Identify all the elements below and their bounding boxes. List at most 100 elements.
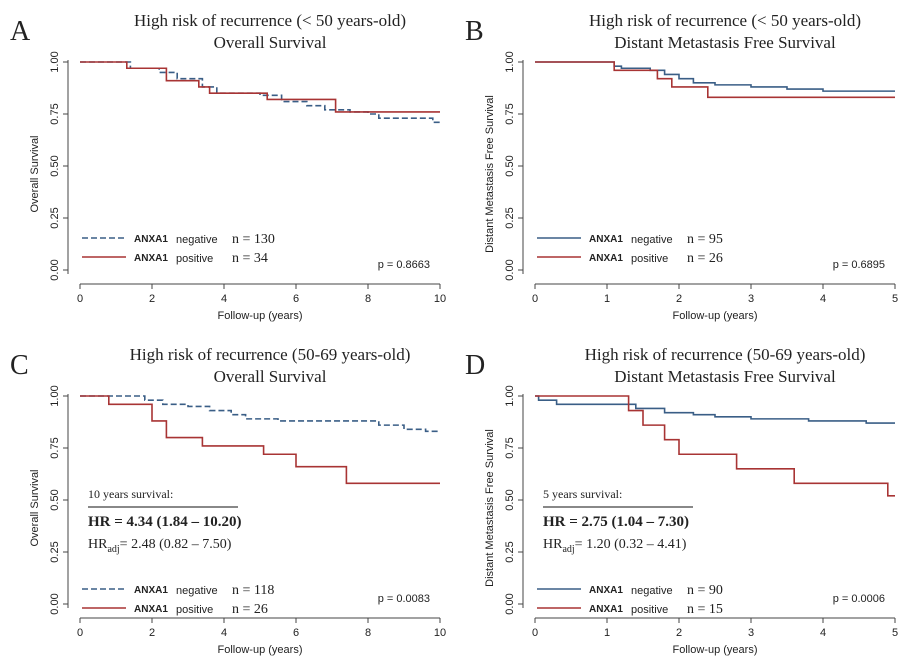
panel-d: D High risk of recurrence (50-69 years-ol… <box>455 334 910 667</box>
km-plot-a: A High risk of recurrence (< 50 years-old… <box>10 11 446 322</box>
x-tick-label: 0 <box>77 627 83 639</box>
y-tick-label: 0.75 <box>504 437 516 458</box>
hr-adj-prefix: HR <box>88 537 108 552</box>
chart-subtitle: Distant Metastasis Free Survival <box>614 33 836 52</box>
y-tick-label: 0.25 <box>49 207 61 228</box>
legend-n: n = 118 <box>232 583 274 598</box>
km-curve-negative <box>535 395 895 424</box>
legend-n: n = 26 <box>232 602 268 617</box>
y-axis-label: Distant Metastasis Free Survival <box>484 95 496 253</box>
y-tick-label: 1.00 <box>504 385 516 406</box>
x-tick-label: 1 <box>604 627 610 639</box>
x-tick-label: 0 <box>532 627 538 639</box>
x-tick-label: 3 <box>748 293 754 305</box>
legend-n: n = 26 <box>687 251 723 266</box>
legend-name: ANXA1 <box>134 585 168 596</box>
x-tick-label: 8 <box>365 293 371 305</box>
legend-name: ANXA1 <box>589 585 623 596</box>
legend-name: ANXA1 <box>589 604 623 615</box>
legend-group: positive <box>176 253 213 265</box>
x-tick-label: 8 <box>365 627 371 639</box>
hr-adj-sub: adj <box>562 544 574 555</box>
panel-letter: B <box>465 16 484 47</box>
y-tick-label: 1.00 <box>49 51 61 72</box>
chart-subtitle: Overall Survival <box>214 33 327 52</box>
legend-group: negative <box>631 585 673 597</box>
x-tick-label: 2 <box>149 293 155 305</box>
panel-a: A High risk of recurrence (< 50 years-old… <box>0 0 455 333</box>
y-tick-label: 0.50 <box>504 155 516 176</box>
chart-title: High risk of recurrence (< 50 years-old) <box>134 11 406 30</box>
x-axis-label: Follow-up (years) <box>673 310 758 322</box>
hr-adj-sub: adj <box>107 544 119 555</box>
legend-n: n = 95 <box>687 232 723 247</box>
y-tick-label: 0.50 <box>49 489 61 510</box>
panel-b: B High risk of recurrence (< 50 years-old… <box>455 0 910 333</box>
y-tick-label: 0.50 <box>504 489 516 510</box>
x-tick-label: 5 <box>892 293 898 305</box>
y-axis-label: Distant Metastasis Free Survival <box>484 429 496 587</box>
x-tick-label: 2 <box>676 293 682 305</box>
x-tick-label: 4 <box>820 293 826 305</box>
y-tick-label: 1.00 <box>49 385 61 406</box>
x-tick-label: 5 <box>892 627 898 639</box>
p-value: p = 0.0006 <box>833 593 885 605</box>
x-tick-label: 4 <box>820 627 826 639</box>
x-tick-label: 0 <box>77 293 83 305</box>
legend-group: positive <box>176 604 213 616</box>
x-axis-label: Follow-up (years) <box>218 310 303 322</box>
legend-group: positive <box>631 253 668 265</box>
hazard-ratio-adjusted: HRadj= 1.20 (0.32 – 4.41) <box>543 537 687 555</box>
legend-n: n = 15 <box>687 602 723 617</box>
chart-title: High risk of recurrence (50-69 years-old… <box>585 345 866 364</box>
km-plot-d: D High risk of recurrence (50-69 years-ol… <box>465 345 898 656</box>
y-tick-label: 0.00 <box>504 593 516 614</box>
panel-c: C High risk of recurrence (50-69 years-ol… <box>0 334 455 667</box>
legend-n: n = 34 <box>232 251 268 266</box>
y-axis-label: Overall Survival <box>29 135 41 212</box>
legend-n: n = 130 <box>232 232 275 247</box>
chart-subtitle: Overall Survival <box>214 367 327 386</box>
legend-name: ANXA1 <box>134 253 168 264</box>
y-tick-label: 0.00 <box>504 259 516 280</box>
legend-group: negative <box>176 585 218 597</box>
hazard-ratio: HR = 2.75 (1.04 – 7.30) <box>543 514 689 530</box>
km-curve-negative <box>80 395 440 433</box>
chart-subtitle: Distant Metastasis Free Survival <box>614 367 836 386</box>
x-tick-label: 4 <box>221 293 227 305</box>
y-tick-label: 0.00 <box>49 259 61 280</box>
summary-heading: 10 years survival: <box>88 487 173 501</box>
chart-title: High risk of recurrence (< 50 years-old) <box>589 11 861 30</box>
hr-adj-prefix: HR <box>543 537 563 552</box>
y-tick-label: 0.50 <box>49 155 61 176</box>
panel-letter: D <box>465 350 485 381</box>
km-curve-positive <box>80 395 440 485</box>
x-tick-label: 6 <box>293 627 299 639</box>
km-curve-negative <box>80 61 440 124</box>
legend-name: ANXA1 <box>589 234 623 245</box>
x-tick-label: 0 <box>532 293 538 305</box>
y-tick-label: 0.25 <box>49 541 61 562</box>
legend-group: positive <box>631 604 668 616</box>
y-axis-label: Overall Survival <box>29 469 41 546</box>
legend-name: ANXA1 <box>134 234 168 245</box>
hazard-ratio: HR = 4.34 (1.84 – 10.20) <box>88 514 242 530</box>
legend-n: n = 90 <box>687 583 723 598</box>
km-curve-negative <box>535 61 895 92</box>
hazard-ratio-adjusted: HRadj= 2.48 (0.82 – 7.50) <box>88 537 232 555</box>
chart-title: High risk of recurrence (50-69 years-old… <box>130 345 411 364</box>
x-tick-label: 10 <box>434 627 446 639</box>
p-value: p = 0.6895 <box>833 259 885 271</box>
hr-adj-value: = 2.48 (0.82 – 7.50) <box>120 537 232 552</box>
x-tick-label: 3 <box>748 627 754 639</box>
x-tick-label: 10 <box>434 293 446 305</box>
p-value: p = 0.0083 <box>378 593 430 605</box>
y-tick-label: 0.75 <box>49 437 61 458</box>
x-tick-label: 6 <box>293 293 299 305</box>
legend-name: ANXA1 <box>134 604 168 615</box>
km-plot-c: C High risk of recurrence (50-69 years-ol… <box>10 345 446 656</box>
p-value: p = 0.8663 <box>378 259 430 271</box>
hr-adj-value: = 1.20 (0.32 – 4.41) <box>575 537 687 552</box>
x-axis-label: Follow-up (years) <box>673 644 758 656</box>
km-curve-positive <box>80 61 440 113</box>
